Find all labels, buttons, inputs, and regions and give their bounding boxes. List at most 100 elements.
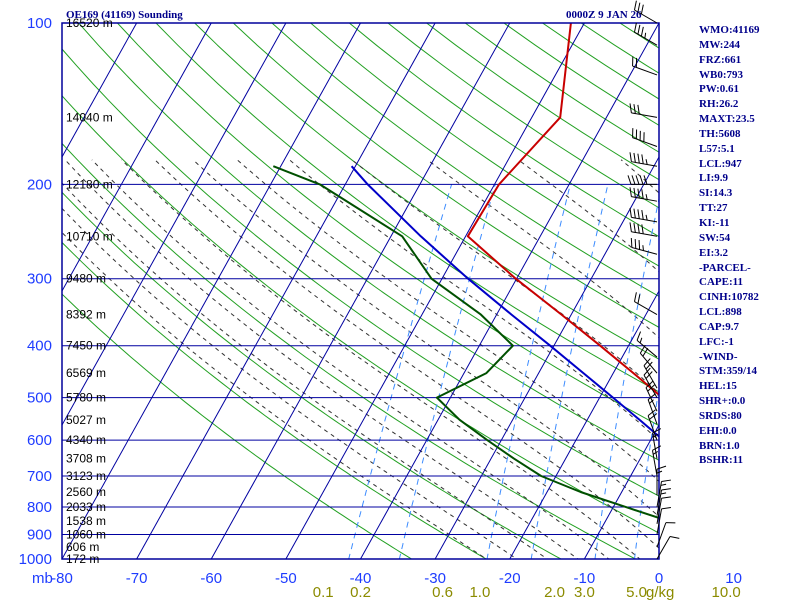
wind-barb-feather xyxy=(661,488,671,491)
dry-adiabat xyxy=(310,23,659,267)
wind-barb xyxy=(656,535,680,560)
wind-barb-feather xyxy=(661,496,671,499)
wind-barb-feather xyxy=(669,535,680,539)
height-label: 5780 m xyxy=(66,391,106,405)
dry-adiabat xyxy=(155,23,659,393)
dewpoint-line xyxy=(272,165,659,519)
mixing-ratio-label: 2.0 xyxy=(544,584,565,600)
temperature-tick-label: -30 xyxy=(424,570,446,587)
wind-barb xyxy=(632,56,658,76)
height-label: 4340 m xyxy=(66,433,106,447)
wind-barb-staff xyxy=(643,365,658,389)
temperature-tick-label: -20 xyxy=(499,570,521,587)
dry-adiabat xyxy=(232,23,659,328)
mixing-ratio-label: 1.0 xyxy=(469,584,490,600)
wind-barb-staff xyxy=(631,161,658,167)
wind-barb-staff xyxy=(634,9,658,24)
index-item: LCL:947 xyxy=(699,157,742,170)
wind-barb-feather xyxy=(640,4,644,15)
wind-barb-feather xyxy=(633,104,636,114)
wind-barb-feather xyxy=(647,393,656,400)
wind-barb-half-feather xyxy=(645,159,648,165)
height-label: 3123 m xyxy=(66,469,106,483)
wind-barb xyxy=(651,445,662,477)
height-label: 1060 m xyxy=(66,527,106,541)
pressure-tick-label: 200 xyxy=(27,176,52,193)
wind-barb-feather xyxy=(633,292,637,302)
height-label: 12180 m xyxy=(66,177,113,191)
height-label: 172 m xyxy=(66,552,99,566)
index-item: MW:244 xyxy=(699,38,740,51)
index-item: HEL:15 xyxy=(699,380,737,393)
sounding-title: OE169 (41169) Sounding xyxy=(66,9,183,21)
index-item: PW:0.61 xyxy=(699,83,740,96)
dry-adiabat xyxy=(775,23,800,570)
wind-barb-feather xyxy=(629,103,632,113)
isotherm xyxy=(62,23,212,293)
wind-barb-feather xyxy=(637,223,640,234)
mixing-ratio-label: 0.6 xyxy=(432,584,453,600)
wind-barb xyxy=(656,522,676,548)
moist-adiabat xyxy=(91,159,610,559)
wind-barb-feather xyxy=(640,26,644,37)
wind-barb-feather xyxy=(629,152,632,162)
wind-barb xyxy=(627,175,657,185)
wind-barb-feather xyxy=(649,413,658,420)
wind-barb-half-feather xyxy=(660,492,667,495)
wind-barb xyxy=(656,496,671,524)
height-label: 5027 m xyxy=(66,413,106,427)
pressure-tick-label: 400 xyxy=(27,338,52,355)
index-item: KI:-11 xyxy=(699,216,730,229)
wind-barb xyxy=(633,292,658,316)
index-item: BRN:1.0 xyxy=(699,439,740,452)
wind-barb xyxy=(639,344,658,374)
wind-barb-feather xyxy=(633,22,637,33)
wind-barb-feather xyxy=(637,188,640,199)
wind-barb-feather xyxy=(637,24,641,35)
temperature-tick-label: -60 xyxy=(200,570,222,587)
wind-barb-half-feather xyxy=(639,337,643,344)
wind-barb-staff xyxy=(632,137,658,147)
wind-barb xyxy=(636,331,658,358)
wind-barb-staff xyxy=(634,301,658,316)
height-label: 606 m xyxy=(66,540,99,554)
pressure-tick-label: 300 xyxy=(27,271,52,288)
moist-adiabat xyxy=(192,159,659,518)
index-item: TH:5608 xyxy=(699,127,741,140)
wind-barb xyxy=(656,506,671,535)
sounding-datetime: 0000Z 9 JAN 26 xyxy=(566,9,642,21)
index-item: RH:26.2 xyxy=(699,98,739,111)
height-label: 9480 m xyxy=(66,272,106,286)
background-lines xyxy=(62,23,800,570)
index-item: SHR+:0.0 xyxy=(699,395,746,408)
wind-barb-half-feather xyxy=(645,194,648,200)
isotherm xyxy=(509,289,659,559)
wind-barbs xyxy=(627,0,680,560)
isotherm xyxy=(62,23,138,159)
mixing-ratio-unit: g/kg xyxy=(646,584,674,600)
height-label: 2033 m xyxy=(66,500,106,514)
wind-barb-feather xyxy=(633,223,636,233)
pressure-tick-label: 100 xyxy=(27,15,52,32)
pressure-unit-label: mb xyxy=(32,570,53,587)
index-item: CAPE:11 xyxy=(699,276,743,289)
profile-lines xyxy=(272,23,659,519)
mixing-ratio-line xyxy=(594,196,659,559)
wind-barb-staff xyxy=(634,31,658,46)
wind-barb-feather xyxy=(645,361,653,370)
wind-barb-feather xyxy=(631,175,636,185)
index-item: SRDS:80 xyxy=(699,409,742,422)
index-item: LCL:898 xyxy=(699,306,742,319)
temperature-tick-label: -10 xyxy=(574,570,596,587)
height-label: 14040 m xyxy=(66,110,113,124)
index-item: WB0:793 xyxy=(699,68,743,81)
pressure-tick-label: 700 xyxy=(27,468,52,485)
index-item: EI:3.2 xyxy=(699,246,729,259)
index-item: LFC:-1 xyxy=(699,335,734,348)
wind-barb xyxy=(629,103,658,118)
dry-adiabat xyxy=(271,23,659,297)
temperature-tick-label: -50 xyxy=(275,570,297,587)
wind-barb-feather xyxy=(645,380,654,389)
wind-barb xyxy=(630,237,658,255)
wind-barb-feather xyxy=(627,175,632,185)
